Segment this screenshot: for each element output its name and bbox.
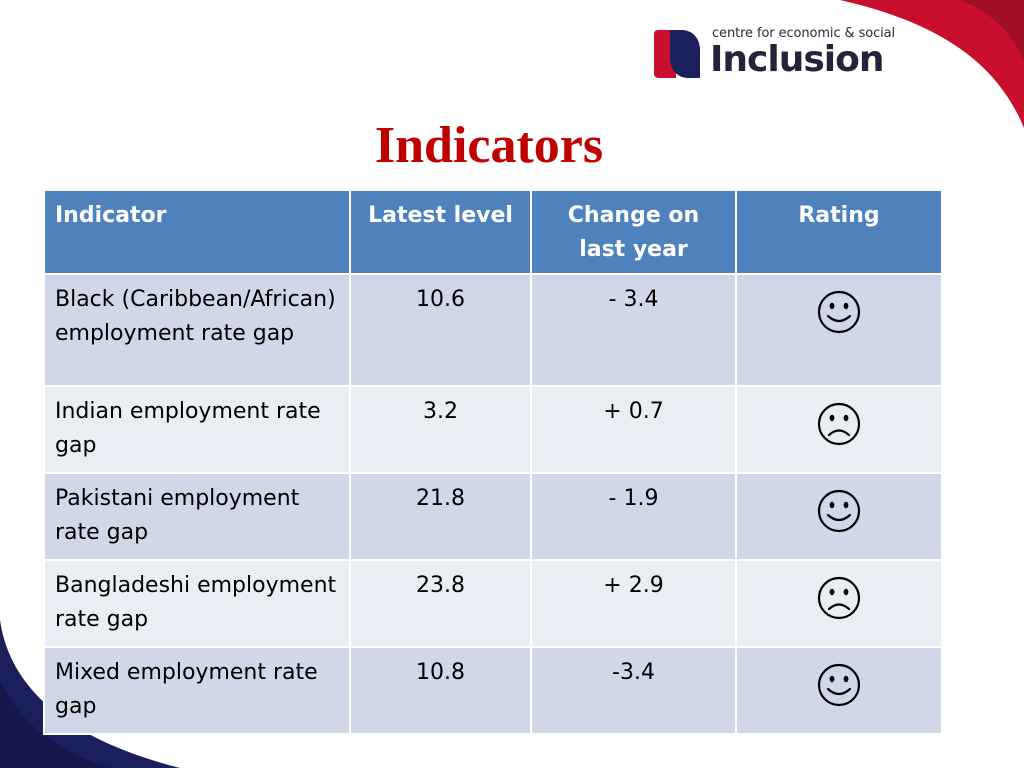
table-row: Black (Caribbean/African) employment rat… <box>43 273 943 387</box>
change-cell: - 3.4 <box>530 273 737 387</box>
header-rating: Rating <box>735 189 943 275</box>
frowny-icon <box>816 401 862 447</box>
table-row: Bangladeshi employment rate gap 23.8 + 2… <box>43 559 943 648</box>
logo-mark-icon <box>654 30 700 78</box>
rating-cell <box>735 273 943 387</box>
rating-cell <box>735 559 943 648</box>
indicator-cell: Pakistani employment rate gap <box>43 472 351 561</box>
table-row: Mixed employment rate gap 10.8 -3.4 <box>43 646 943 735</box>
table-header-row: Indicator Latest level Change on last ye… <box>43 189 943 275</box>
frowny-icon <box>816 575 862 621</box>
latest-level-cell: 23.8 <box>349 559 532 648</box>
rating-cell <box>735 385 943 474</box>
smiley-icon <box>816 662 862 708</box>
indicator-cell: Bangladeshi employment rate gap <box>43 559 351 648</box>
logo-tagline: centre for economic & social <box>712 26 896 41</box>
page-title: Indicators <box>374 117 604 174</box>
latest-level-cell: 21.8 <box>349 472 532 561</box>
header-latest-level: Latest level <box>349 189 532 275</box>
indicator-cell: Indian employment rate gap <box>43 385 351 474</box>
change-cell: + 2.9 <box>530 559 737 648</box>
indicator-cell: Black (Caribbean/African) employment rat… <box>43 273 351 387</box>
header-indicator: Indicator <box>43 189 351 275</box>
cesi-logo: centre for economic & social Inclusion <box>652 26 902 82</box>
smiley-icon <box>816 289 862 335</box>
header-change-on-last-year: Change on last year <box>530 189 737 275</box>
latest-level-cell: 10.6 <box>349 273 532 387</box>
latest-level-cell: 10.8 <box>349 646 532 735</box>
table-row: Pakistani employment rate gap 21.8 - 1.9 <box>43 472 943 561</box>
indicator-cell: Mixed employment rate gap <box>43 646 351 735</box>
indicators-table: Indicator Latest level Change on last ye… <box>43 189 943 735</box>
rating-cell <box>735 472 943 561</box>
table-row: Indian employment rate gap 3.2 + 0.7 <box>43 385 943 474</box>
change-cell: + 0.7 <box>530 385 737 474</box>
smiley-icon <box>816 488 862 534</box>
change-cell: - 1.9 <box>530 472 737 561</box>
rating-cell <box>735 646 943 735</box>
change-cell: -3.4 <box>530 646 737 735</box>
table-body: Black (Caribbean/African) employment rat… <box>43 273 943 735</box>
logo-wordmark: Inclusion <box>710 39 884 80</box>
latest-level-cell: 3.2 <box>349 385 532 474</box>
